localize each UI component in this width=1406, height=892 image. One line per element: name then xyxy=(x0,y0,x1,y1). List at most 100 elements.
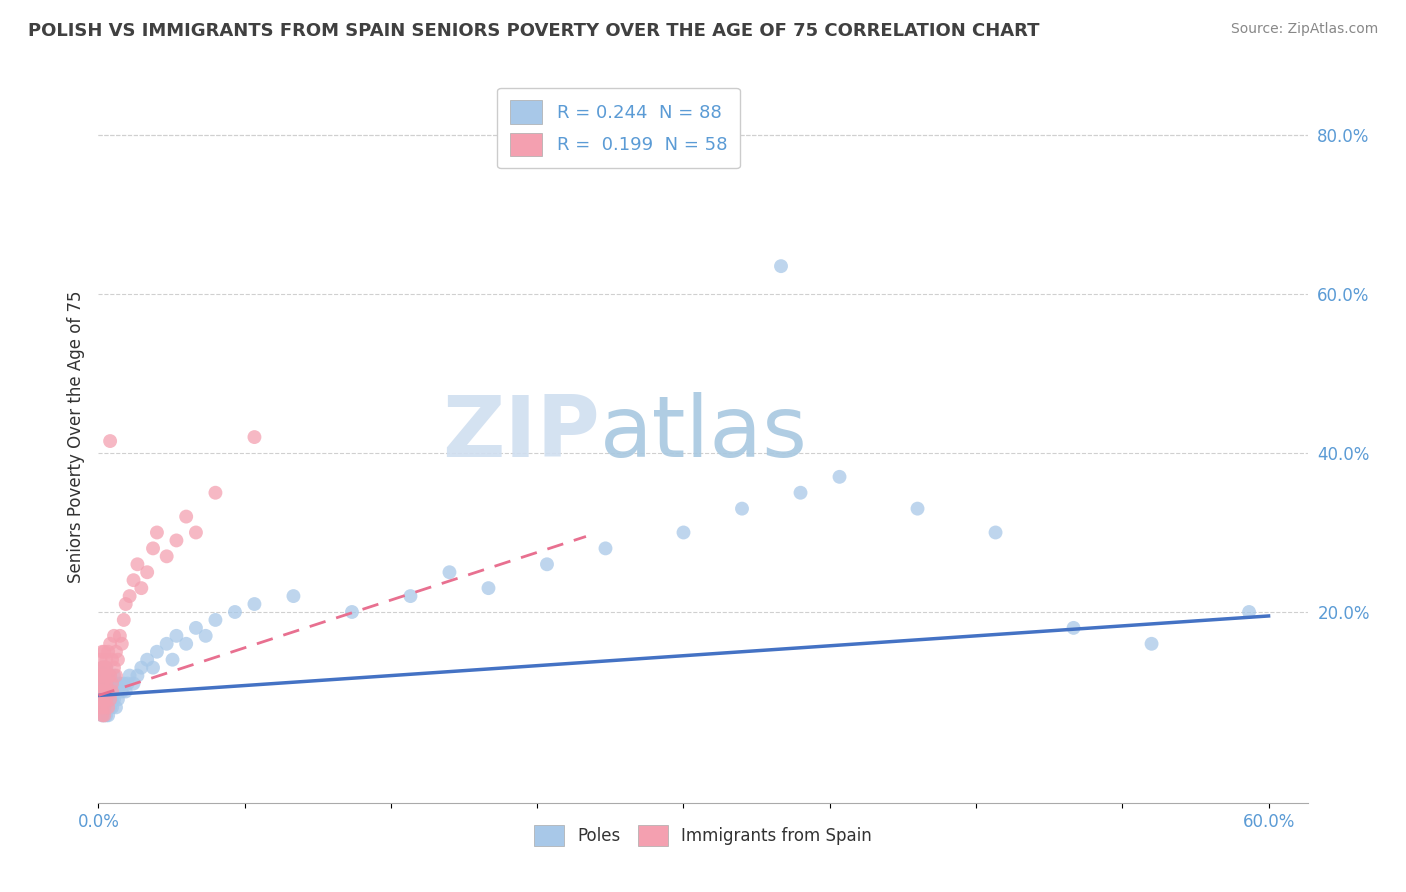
Point xyxy=(91,668,114,682)
Point xyxy=(146,645,169,659)
Point xyxy=(89,668,111,682)
Point xyxy=(96,708,118,723)
Point xyxy=(103,692,125,706)
Point xyxy=(104,645,127,659)
Point xyxy=(1237,605,1260,619)
Point xyxy=(97,676,120,690)
Point xyxy=(91,684,114,698)
Point xyxy=(98,434,121,448)
Point xyxy=(984,525,1007,540)
Point xyxy=(114,684,136,698)
Point xyxy=(789,485,811,500)
Point xyxy=(96,653,118,667)
Point xyxy=(101,653,124,667)
Point xyxy=(103,684,125,698)
Point xyxy=(96,684,118,698)
Point xyxy=(91,684,114,698)
Point xyxy=(131,660,153,674)
Point xyxy=(112,676,135,690)
Point xyxy=(97,708,120,723)
Point xyxy=(93,708,115,723)
Point xyxy=(93,684,115,698)
Point xyxy=(89,653,111,667)
Point xyxy=(97,668,120,682)
Point xyxy=(89,692,111,706)
Point xyxy=(93,684,115,698)
Point xyxy=(93,645,115,659)
Point xyxy=(104,700,127,714)
Point xyxy=(1140,637,1163,651)
Point xyxy=(101,684,124,698)
Point xyxy=(907,501,929,516)
Point xyxy=(108,676,131,690)
Point xyxy=(91,660,114,674)
Point xyxy=(127,558,149,572)
Point xyxy=(98,684,121,698)
Point xyxy=(93,692,115,706)
Point xyxy=(477,581,499,595)
Point xyxy=(101,692,124,706)
Point xyxy=(731,501,754,516)
Point xyxy=(93,660,115,674)
Point xyxy=(204,613,226,627)
Point xyxy=(97,645,120,659)
Point xyxy=(204,485,226,500)
Point xyxy=(98,700,121,714)
Point xyxy=(118,668,141,682)
Point xyxy=(93,660,115,674)
Point xyxy=(107,653,129,667)
Point xyxy=(146,525,169,540)
Point xyxy=(114,597,136,611)
Point xyxy=(89,684,111,698)
Point xyxy=(91,676,114,690)
Point xyxy=(672,525,695,540)
Point xyxy=(828,470,851,484)
Point xyxy=(89,692,111,706)
Point xyxy=(93,668,115,682)
Point xyxy=(107,692,129,706)
Point xyxy=(89,700,111,714)
Point xyxy=(98,692,121,706)
Point xyxy=(91,684,114,698)
Point xyxy=(103,660,125,674)
Point xyxy=(93,692,115,706)
Point xyxy=(91,660,114,674)
Point xyxy=(98,692,121,706)
Point xyxy=(122,573,145,587)
Point xyxy=(93,668,115,682)
Point xyxy=(283,589,305,603)
Point xyxy=(91,676,114,690)
Point xyxy=(111,637,134,651)
Point xyxy=(103,668,125,682)
Point xyxy=(93,708,115,723)
Point xyxy=(174,637,197,651)
Point xyxy=(174,509,197,524)
Point xyxy=(156,637,179,651)
Point xyxy=(89,676,111,690)
Point xyxy=(96,684,118,698)
Text: Source: ZipAtlas.com: Source: ZipAtlas.com xyxy=(1230,22,1378,37)
Point xyxy=(97,684,120,698)
Point xyxy=(156,549,179,564)
Point xyxy=(97,692,120,706)
Point xyxy=(91,645,114,659)
Point xyxy=(131,581,153,595)
Point xyxy=(96,700,118,714)
Point xyxy=(162,653,184,667)
Point xyxy=(101,676,124,690)
Point xyxy=(243,597,266,611)
Point xyxy=(98,668,121,682)
Point xyxy=(91,684,114,698)
Point xyxy=(93,700,115,714)
Point xyxy=(104,676,127,690)
Point xyxy=(91,692,114,706)
Point xyxy=(93,676,115,690)
Point xyxy=(98,668,121,682)
Point xyxy=(96,692,118,706)
Point xyxy=(104,684,127,698)
Point xyxy=(165,533,187,548)
Point xyxy=(243,430,266,444)
Point xyxy=(91,692,114,706)
Point xyxy=(184,525,207,540)
Point xyxy=(439,566,461,580)
